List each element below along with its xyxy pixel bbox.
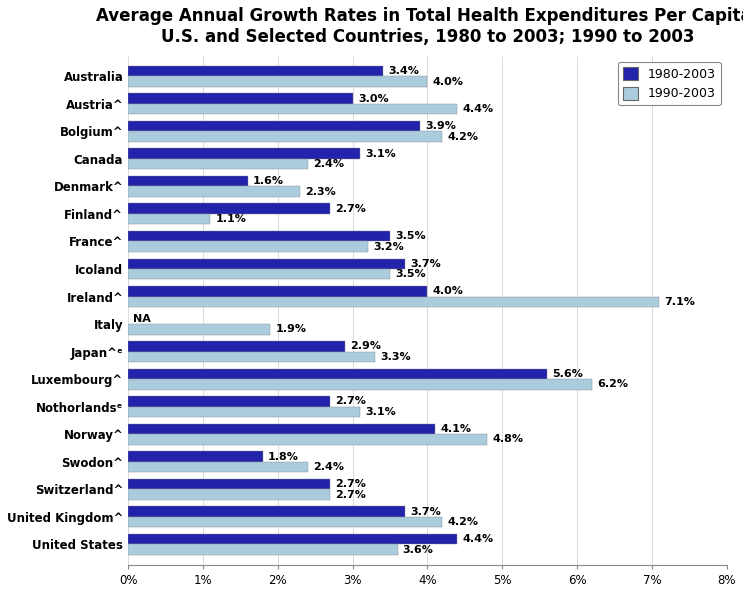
Text: 3.1%: 3.1%	[366, 148, 396, 159]
Text: 5.6%: 5.6%	[553, 369, 583, 379]
Bar	[129, 296, 660, 307]
Bar	[129, 231, 390, 242]
Text: 4.8%: 4.8%	[493, 434, 524, 444]
Bar	[129, 286, 427, 296]
Text: 6.2%: 6.2%	[597, 380, 629, 390]
Text: 2.3%: 2.3%	[305, 187, 337, 197]
Bar	[129, 159, 308, 169]
Text: 3.2%: 3.2%	[373, 242, 403, 252]
Bar	[129, 148, 360, 159]
Bar	[129, 258, 405, 269]
Text: 3.4%: 3.4%	[388, 66, 419, 76]
Bar	[129, 121, 420, 131]
Text: 3.6%: 3.6%	[403, 545, 434, 555]
Text: 3.0%: 3.0%	[358, 94, 389, 103]
Text: 4.0%: 4.0%	[432, 286, 464, 296]
Text: 1.6%: 1.6%	[253, 176, 284, 186]
Text: 4.4%: 4.4%	[463, 104, 494, 114]
Bar	[129, 176, 248, 187]
Text: 3.5%: 3.5%	[395, 231, 426, 241]
Text: 3.5%: 3.5%	[395, 269, 426, 279]
Text: 1.1%: 1.1%	[215, 214, 247, 224]
Text: 4.2%: 4.2%	[448, 132, 478, 141]
Bar	[129, 506, 405, 517]
Bar	[129, 66, 383, 76]
Title: Average Annual Growth Rates in Total Health Expenditures Per Capita,
U.S. and Se: Average Annual Growth Rates in Total Hea…	[97, 7, 743, 46]
Text: 2.7%: 2.7%	[335, 479, 366, 489]
Text: 2.4%: 2.4%	[313, 159, 344, 169]
Bar	[129, 407, 360, 417]
Text: 4.4%: 4.4%	[463, 534, 494, 544]
Bar	[129, 131, 443, 142]
Bar	[129, 424, 435, 434]
Text: 2.7%: 2.7%	[335, 489, 366, 500]
Bar	[129, 451, 263, 462]
Bar	[129, 104, 458, 114]
Bar	[129, 341, 345, 352]
Bar	[129, 214, 210, 225]
Bar	[129, 489, 330, 500]
Bar	[129, 269, 390, 280]
Bar	[129, 517, 443, 527]
Bar	[129, 204, 330, 214]
Bar	[129, 76, 427, 87]
Bar	[129, 396, 330, 407]
Text: 4.0%: 4.0%	[432, 77, 464, 87]
Bar	[129, 324, 270, 334]
Bar	[129, 369, 547, 379]
Bar	[129, 242, 368, 252]
Text: 2.7%: 2.7%	[335, 204, 366, 214]
Text: 1.9%: 1.9%	[276, 324, 307, 334]
Text: 4.1%: 4.1%	[440, 424, 471, 434]
Text: 4.2%: 4.2%	[448, 517, 478, 527]
Bar	[129, 544, 398, 555]
Text: 3.7%: 3.7%	[410, 259, 441, 269]
Text: 3.3%: 3.3%	[380, 352, 411, 362]
Bar	[129, 434, 487, 445]
Bar	[129, 93, 353, 104]
Text: 3.1%: 3.1%	[366, 407, 396, 417]
Text: NA: NA	[134, 314, 152, 324]
Text: 1.8%: 1.8%	[268, 451, 299, 462]
Bar	[129, 187, 300, 197]
Text: 7.1%: 7.1%	[665, 297, 695, 307]
Bar	[129, 462, 308, 472]
Text: 2.4%: 2.4%	[313, 462, 344, 472]
Text: 3.9%: 3.9%	[425, 121, 456, 131]
Bar	[129, 479, 330, 489]
Text: 2.9%: 2.9%	[351, 342, 381, 352]
Bar	[129, 352, 375, 362]
Text: 3.7%: 3.7%	[410, 507, 441, 517]
Bar	[129, 379, 592, 390]
Legend: 1980-2003, 1990-2003: 1980-2003, 1990-2003	[617, 62, 721, 105]
Text: 2.7%: 2.7%	[335, 396, 366, 406]
Bar	[129, 534, 458, 544]
